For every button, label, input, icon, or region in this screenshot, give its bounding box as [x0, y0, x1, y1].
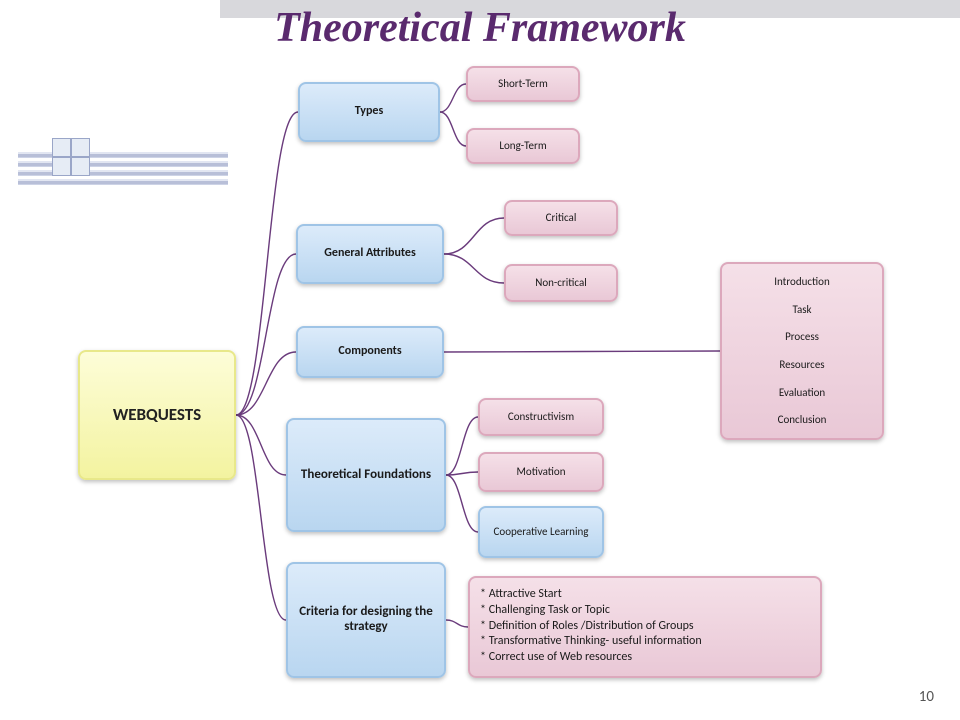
- components-item: Task: [792, 301, 811, 319]
- leaf-node: Motivation: [478, 452, 604, 492]
- root-node: WEBQUESTS: [78, 350, 236, 480]
- leaf-node: Constructivism: [478, 398, 604, 436]
- components-item: Process: [785, 328, 819, 346]
- components-item: Conclusion: [778, 411, 827, 429]
- components-item: Introduction: [774, 273, 830, 291]
- leaf-node: Cooperative Learning: [478, 506, 604, 558]
- criteria-item: * Definition of Roles /Distribution of G…: [480, 620, 810, 634]
- branch-found: Theoretical Foundations: [286, 418, 446, 532]
- criteria-item: * Attractive Start: [480, 588, 810, 602]
- branch-comp: Components: [296, 326, 444, 378]
- leaf-node: Short-Term: [466, 66, 580, 102]
- slide-root: Theoretical Framework 10 WEBQUESTS Types G…: [0, 0, 960, 720]
- side-lines-decoration: [18, 152, 228, 188]
- slide-title: Theoretical Framework: [0, 4, 960, 52]
- page-number: 10: [919, 688, 934, 706]
- leaf-node: Non-critical: [504, 264, 618, 302]
- branch-criteria: Criteria for designing the strategy: [286, 562, 446, 678]
- leaf-node: Long-Term: [466, 128, 580, 164]
- criteria-item: * Correct use of Web resources: [480, 651, 810, 665]
- criteria-item: * Transformative Thinking- useful inform…: [480, 635, 810, 649]
- criteria-item: * Challenging Task or Topic: [480, 604, 810, 618]
- ornament-icon: [52, 138, 92, 178]
- components-list-box: Introduction Task Process Resources Evaluati…: [720, 262, 884, 440]
- branch-types: Types: [298, 82, 440, 142]
- components-item: Resources: [779, 356, 824, 374]
- components-item: Evaluation: [779, 384, 825, 402]
- leaf-node: Critical: [504, 200, 618, 236]
- criteria-list-box: * Attractive Start * Challenging Task or …: [468, 576, 822, 678]
- branch-attrs: General Attributes: [296, 224, 444, 284]
